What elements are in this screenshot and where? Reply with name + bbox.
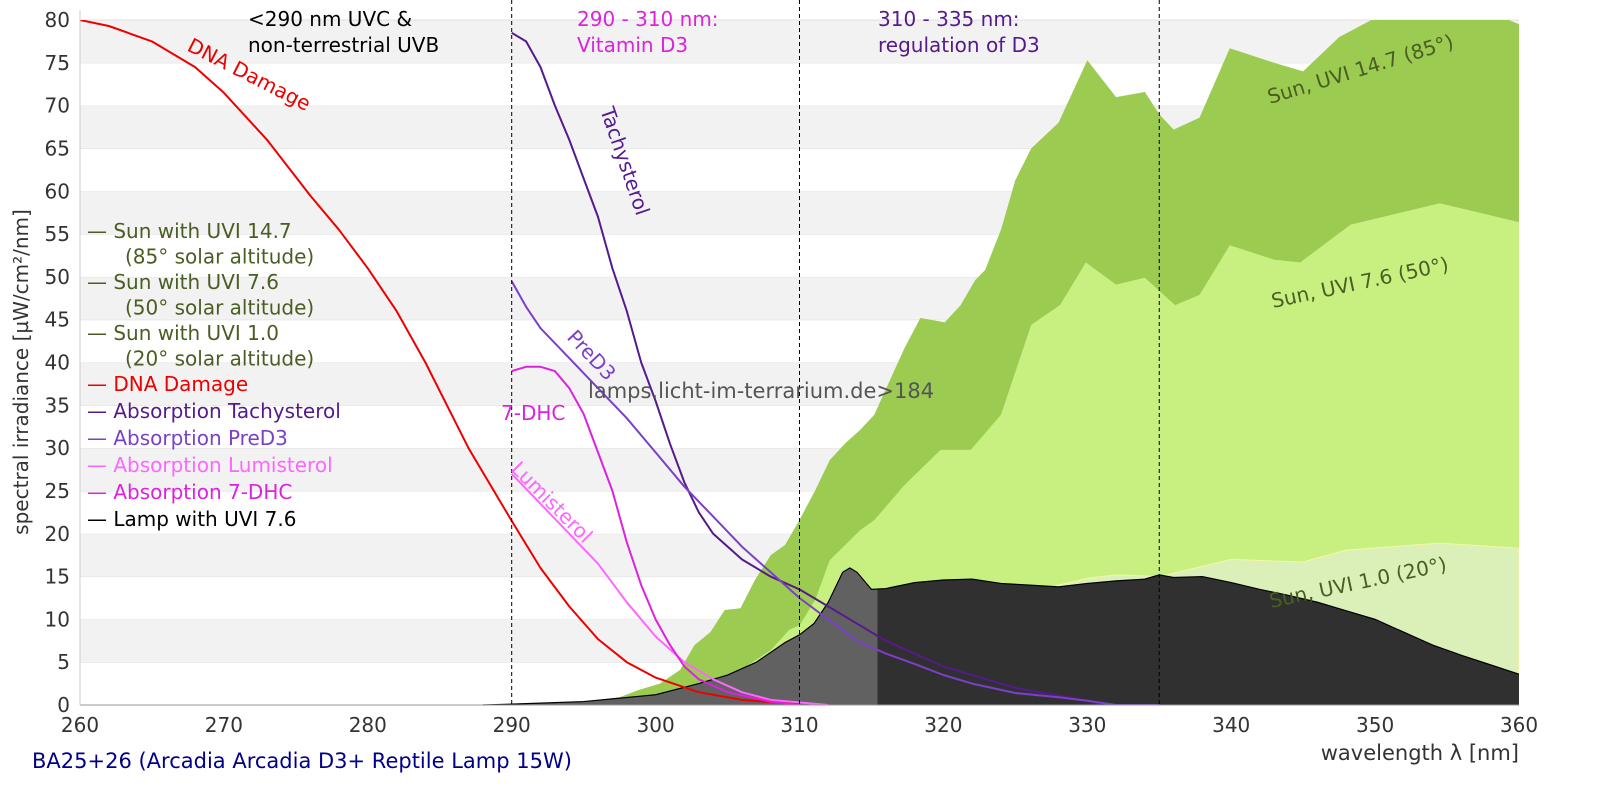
region-label-uvc-line1: <290 nm UVC &	[248, 7, 412, 31]
legend: — Sun with UVI 14.7(85° solar altitude)—…	[87, 219, 341, 531]
y-tick-label: 15	[45, 565, 70, 589]
y-axis-label: spectral irradiance [µW/cm²/nm]	[9, 209, 33, 535]
x-tick-label: 340	[1212, 713, 1250, 737]
axes: 0 5 10 15 20 25 30 35 40 45 50 55 60 65 70 75 80 260 270 28…	[45, 8, 1539, 737]
region-label-reg-line2: regulation of D3	[878, 33, 1040, 57]
lamp-outline	[482, 567, 1520, 706]
y-tick-label: 65	[45, 136, 70, 160]
x-tick-label: 360	[1500, 713, 1538, 737]
watermark: lamps.licht-im-terrarium.de>184	[588, 379, 934, 403]
legend-item: — Absorption PreD3	[87, 426, 288, 450]
y-tick-label: 70	[45, 94, 70, 118]
legend-item: — Sun with UVI 7.6	[87, 270, 279, 294]
y-tick-label: 20	[45, 522, 70, 546]
legend-item: — Absorption Tachysterol	[87, 399, 341, 423]
y-tick-label: 0	[57, 693, 70, 717]
region-label-uvc-line2: non-terrestrial UVB	[248, 33, 439, 57]
legend-item-sub: (20° solar altitude)	[125, 347, 314, 371]
y-tick-label: 5	[57, 650, 70, 674]
label-7dhc: 7-DHC	[501, 401, 565, 425]
legend-item: — Absorption Lumisterol	[87, 453, 333, 477]
footer-lamp-name: BA25+26 (Arcadia Arcadia D3+ Reptile Lam…	[32, 749, 572, 773]
x-tick-label: 280	[349, 713, 387, 737]
x-tick-label: 260	[61, 713, 99, 737]
x-tick-label: 350	[1356, 713, 1394, 737]
legend-item-sub: (85° solar altitude)	[125, 245, 314, 269]
y-tick-label: 35	[45, 393, 70, 417]
curve-dna-damage	[80, 20, 800, 705]
lamp-area	[877, 574, 1519, 705]
x-axis-label: wavelength λ [nm]	[1321, 741, 1519, 765]
legend-item: — Absorption 7-DHC	[87, 480, 292, 504]
x-tick-label: 320	[924, 713, 962, 737]
curve-tachysterol	[511, 31, 1102, 705]
y-tick-label: 10	[45, 607, 70, 631]
curve-lumisterol	[510, 473, 829, 705]
grid-band	[80, 20, 1519, 63]
legend-item: — Sun with UVI 14.7	[87, 219, 292, 243]
legend-item: — DNA Damage	[87, 372, 248, 396]
y-tick-label: 40	[45, 351, 70, 375]
x-tick-label: 310	[780, 713, 818, 737]
y-tick-label: 80	[45, 8, 70, 32]
curve-7-dhc	[511, 365, 800, 705]
y-tick-label: 30	[45, 436, 70, 460]
y-tick-label: 75	[45, 51, 70, 75]
lamp-area-uvb	[482, 568, 878, 705]
x-tick-label: 290	[493, 713, 531, 737]
x-tick-label: 300	[637, 713, 675, 737]
y-tick-label: 25	[45, 479, 70, 503]
legend-item: — Lamp with UVI 7.6	[87, 507, 296, 531]
region-label-reg-line1: 310 - 335 nm:	[878, 7, 1020, 31]
x-tick-label: 330	[1068, 713, 1106, 737]
x-tick-label: 270	[205, 713, 243, 737]
y-tick-label: 45	[45, 308, 70, 332]
legend-item-sub: (50° solar altitude)	[125, 296, 314, 320]
y-tick-label: 55	[45, 222, 70, 246]
region-label-d3-line2: Vitamin D3	[577, 33, 688, 57]
y-tick-label: 60	[45, 179, 70, 203]
y-tick-label: 50	[45, 265, 70, 289]
lamp-spectrum	[482, 567, 1520, 706]
region-lines	[511, 0, 1160, 705]
legend-item: — Sun with UVI 1.0	[87, 321, 279, 345]
region-label-d3-line1: 290 - 310 nm:	[577, 7, 719, 31]
